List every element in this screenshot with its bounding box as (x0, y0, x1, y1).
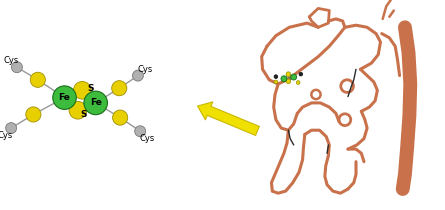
Circle shape (133, 70, 143, 81)
Circle shape (299, 72, 303, 76)
Text: S: S (81, 110, 87, 119)
Circle shape (84, 91, 107, 115)
Circle shape (26, 107, 41, 122)
Circle shape (135, 126, 146, 137)
Circle shape (291, 74, 297, 80)
Circle shape (30, 72, 45, 87)
Circle shape (286, 79, 291, 84)
Text: Cys: Cys (3, 56, 19, 65)
Text: Cys: Cys (138, 65, 153, 74)
Circle shape (12, 62, 22, 73)
Text: Fe: Fe (90, 98, 102, 107)
Circle shape (73, 81, 91, 99)
Circle shape (286, 72, 291, 76)
Text: Cys: Cys (0, 131, 13, 140)
Text: Fe: Fe (58, 93, 70, 102)
Circle shape (274, 80, 278, 84)
Circle shape (53, 86, 76, 109)
Circle shape (274, 75, 278, 79)
FancyArrowPatch shape (198, 102, 259, 135)
Circle shape (296, 81, 300, 84)
Circle shape (69, 101, 87, 119)
Circle shape (112, 81, 127, 96)
Circle shape (113, 110, 128, 125)
Text: S: S (87, 84, 93, 93)
Circle shape (6, 123, 16, 134)
Text: Cys: Cys (140, 134, 155, 143)
Circle shape (281, 76, 287, 82)
